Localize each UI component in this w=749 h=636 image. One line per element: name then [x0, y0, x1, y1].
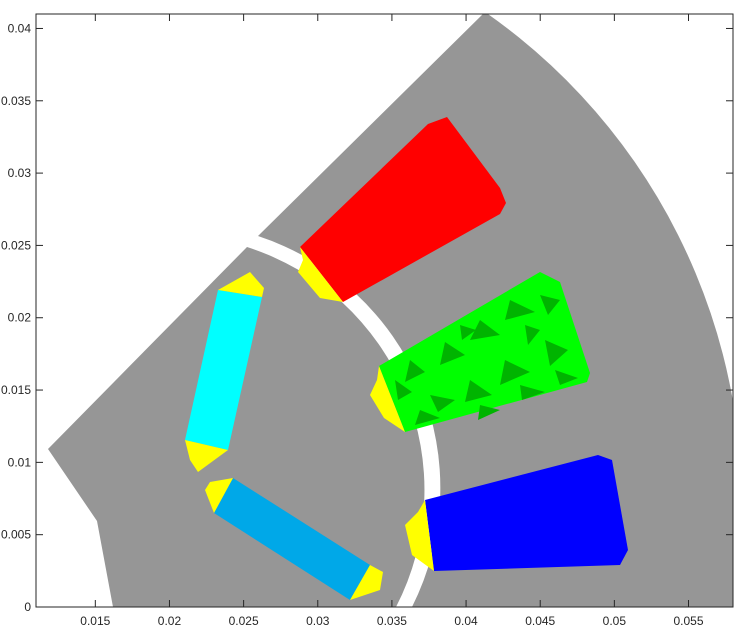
y-tick-label: 0.02 — [8, 311, 32, 325]
x-tick-label: 0.05 — [603, 614, 627, 628]
y-tick-label: 0.03 — [8, 166, 32, 180]
magnet-lower — [214, 478, 370, 600]
magnet-upper — [185, 290, 262, 450]
x-tick-label: 0.025 — [229, 614, 259, 628]
coil-red — [300, 117, 506, 302]
slot-tooth-green — [370, 366, 405, 432]
x-axis-ticks: 0.015 0.02 0.025 0.03 0.035 0.04 0.045 0.05 0.05… — [80, 14, 704, 628]
x-tick-label: 0.04 — [454, 614, 478, 628]
rotor-core — [48, 247, 425, 607]
magnet-lower-end-right — [350, 565, 383, 600]
y-tick-label: 0.015 — [1, 383, 31, 397]
slot-tooth-red — [298, 247, 343, 302]
y-tick-label: 0.025 — [1, 238, 31, 252]
geometry-layer — [48, 14, 733, 607]
x-tick-label: 0.02 — [158, 614, 182, 628]
x-tick-label: 0.055 — [673, 614, 703, 628]
axes-frame — [35, 13, 734, 608]
x-tick-label: 0.015 — [80, 614, 110, 628]
y-tick-label: 0 — [24, 600, 31, 614]
y-tick-label: 0.04 — [8, 21, 32, 35]
coil-green-mesh — [395, 295, 578, 425]
magnet-upper-end-top — [218, 272, 264, 297]
magnet-upper-end-bottom — [185, 440, 228, 472]
x-tick-label: 0.035 — [377, 614, 407, 628]
slot-tooth-blue — [405, 500, 434, 571]
coil-blue — [425, 455, 628, 571]
y-tick-label: 0.035 — [1, 94, 31, 108]
y-tick-label: 0.005 — [1, 528, 31, 542]
magnet-lower-end-left — [205, 478, 233, 513]
y-tick-label: 0.01 — [8, 455, 32, 469]
y-axis-ticks: 0 0.005 0.01 0.015 0.02 0.025 0.03 0.035 0.04 — [1, 21, 733, 614]
x-tick-label: 0.045 — [525, 614, 555, 628]
x-tick-label: 0.03 — [306, 614, 330, 628]
